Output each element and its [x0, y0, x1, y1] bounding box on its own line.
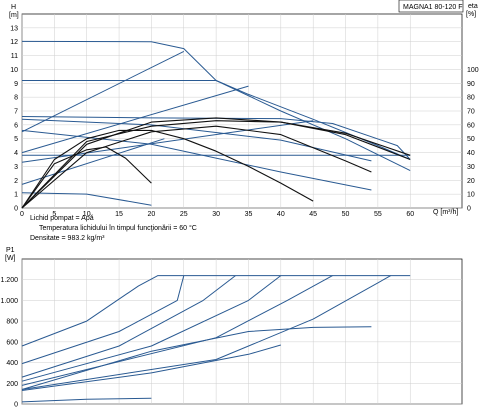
system-curve: [21, 50, 185, 133]
efficiency-curve: [21, 117, 411, 209]
head-x-tick-label: 10: [83, 211, 91, 218]
eta-y-tick-label: 10: [467, 192, 475, 199]
chart-labels: 0 5 10 15 20 25 30 35 40 45 50 55 600123456789101112…: [0, 25, 478, 408]
head-chart-grid: [21, 13, 463, 209]
power-chart-series: [21, 275, 411, 403]
note-fluid: Lichid pompat = Apă: [30, 215, 94, 222]
eta-axis-title: eta: [468, 3, 478, 10]
efficiency-curve: [21, 125, 372, 209]
flow-axis-label: Q [m³/h]: [433, 209, 458, 216]
head-x-tick-label: 0: [20, 211, 24, 218]
head-chart-series: [21, 40, 411, 209]
power-curve: [21, 275, 392, 390]
pump-curve: [21, 192, 152, 206]
eta-axis-unit: [%]: [466, 11, 476, 18]
head-y-tick-label: 3: [14, 164, 18, 171]
head-x-tick-label: 55: [374, 211, 382, 218]
head-y-tick-label: 6: [14, 122, 18, 129]
eta-y-tick-label: 60: [467, 122, 475, 129]
head-y-tick-label: 11: [11, 53, 18, 60]
eta-y-tick-label: 90: [467, 81, 475, 88]
power-y-tick-label: 1.000: [0, 298, 18, 305]
power-axis-title: P1: [6, 247, 15, 254]
head-y-tick-label: 13: [10, 25, 18, 32]
eta-y-tick-label: 50: [467, 136, 475, 143]
head-y-tick-label: 7: [14, 109, 18, 116]
head-x-tick-label: 15: [115, 211, 123, 218]
model-label-box: [398, 0, 464, 13]
power-y-tick-label: 800: [6, 319, 18, 326]
head-x-tick-label: 5: [52, 211, 56, 218]
power-chart-grid: [21, 258, 463, 405]
power-y-tick-label: 200: [6, 381, 18, 388]
head-y-tick-label: 1: [14, 192, 18, 199]
head-x-tick-label: 40: [277, 211, 285, 218]
pump-curve: [21, 118, 372, 162]
power-y-tick-label: 0: [14, 402, 18, 409]
eta-y-tick-label: 70: [467, 109, 475, 116]
pump-curve: [21, 116, 411, 160]
head-x-tick-label: 20: [148, 211, 156, 218]
head-x-tick-label: 60: [406, 211, 414, 218]
head-axis-unit: [m]: [9, 12, 19, 19]
head-x-tick-label: 50: [342, 211, 350, 218]
eta-y-tick-label: 30: [467, 164, 475, 171]
head-x-tick-label: 45: [309, 211, 317, 218]
note-density: Densitate = 983.2 kg/m³: [30, 235, 105, 242]
power-y-tick-label: 400: [6, 360, 18, 367]
system-curve: [21, 85, 249, 154]
efficiency-curve: [21, 120, 411, 209]
power-axis-unit: [W]: [5, 255, 16, 262]
power-curve: [21, 275, 282, 382]
head-y-tick-label: 8: [14, 95, 18, 102]
eta-y-tick-label: 80: [467, 95, 475, 102]
pump-curve: [22, 80, 411, 160]
note-temperature: Temperatura lichidului în timpul funcţio…: [39, 224, 197, 232]
head-y-tick-label: 9: [14, 81, 18, 88]
head-x-tick-label: 25: [180, 211, 188, 218]
head-y-tick-label: 12: [10, 39, 18, 46]
model-label: MAGNA1 80-120 F: [403, 4, 463, 11]
power-y-tick-label: 1.200: [0, 277, 18, 284]
power-curve: [21, 326, 372, 390]
head-y-tick-label: 0: [14, 206, 18, 213]
system-curve: [21, 120, 314, 163]
head-y-tick-label: 2: [14, 178, 18, 185]
efficiency-curve: [21, 129, 314, 209]
system-curve: [21, 138, 165, 185]
head-y-tick-label: 5: [14, 136, 18, 143]
eta-y-tick-label: 100: [467, 67, 479, 74]
head-axis-title: H: [11, 4, 16, 11]
efficiency-curve: [21, 146, 152, 209]
power-curve: [21, 344, 281, 391]
head-y-tick-label: 4: [14, 150, 18, 157]
head-y-tick-label: 10: [10, 67, 18, 74]
power-curve: [21, 275, 185, 365]
eta-y-tick-label: 20: [467, 178, 475, 185]
eta-y-tick-label: 0: [467, 206, 471, 213]
head-x-tick-label: 35: [245, 211, 253, 218]
power-curve: [21, 275, 236, 378]
head-x-tick-label: 30: [212, 211, 220, 218]
power-curve: [21, 397, 152, 403]
power-curve: [21, 275, 411, 347]
power-y-tick-label: 600: [6, 339, 18, 346]
power-curve: [21, 275, 333, 386]
power-plot-frame: [21, 258, 463, 405]
pump-curve: [21, 129, 372, 191]
eta-y-tick-label: 40: [467, 150, 475, 157]
